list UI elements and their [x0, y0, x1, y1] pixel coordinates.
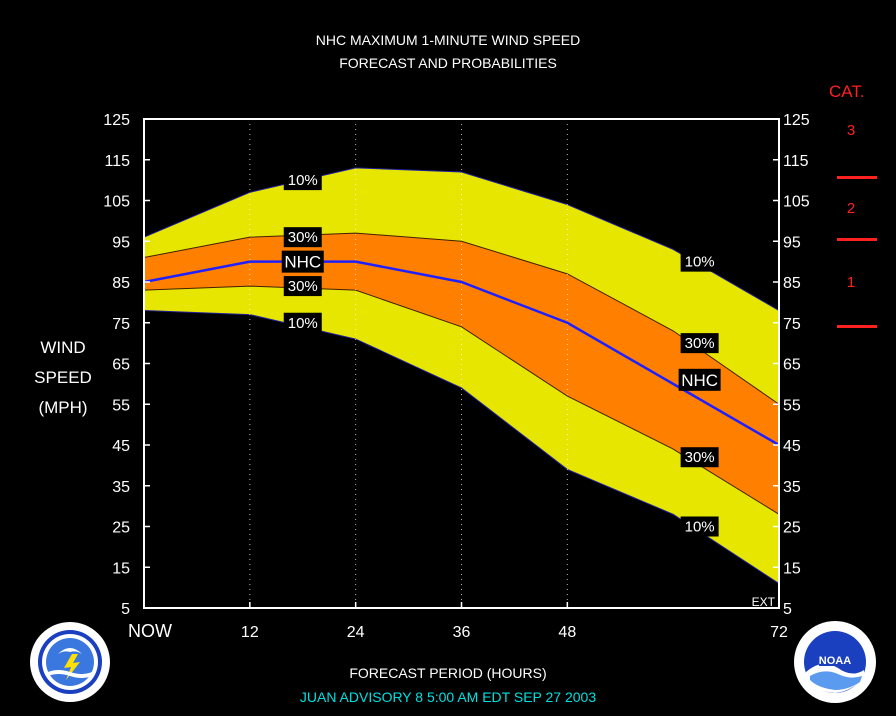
y-tick-label-left-125: 125: [103, 112, 130, 129]
y-tick-label-right-55: 55: [783, 397, 801, 414]
band-label-9: 10%: [685, 519, 715, 536]
y-tick-label-right-15: 15: [783, 560, 801, 577]
y-tick-label-right-25: 25: [783, 520, 801, 537]
category-threshold-line-1: [837, 325, 877, 328]
band-label-box-4: [283, 312, 322, 333]
band-label-5: 10%: [685, 254, 715, 271]
y-tick-label-right-65: 65: [783, 357, 801, 374]
band-label-box-6: [680, 333, 719, 354]
band-label-4: 10%: [288, 315, 318, 332]
y-tick-label-right-95: 95: [783, 234, 801, 251]
category-label-1: 1: [846, 274, 856, 291]
noaa-logo: NOAA: [794, 621, 876, 703]
x-tick-label-48: 48: [558, 624, 576, 641]
x-tick-label-now: NOW: [128, 621, 172, 641]
band-label-box-2: [281, 250, 324, 273]
nws-logo: [30, 622, 110, 702]
band-label-0: 10%: [288, 172, 318, 189]
band-label-2: NHC: [284, 253, 321, 272]
noaa-logo-text: NOAA: [819, 655, 851, 667]
y-axis-label-unit: (MPH): [38, 398, 88, 417]
y-tick-label-right-125: 125: [783, 112, 810, 129]
series-line-0: [143, 260, 780, 447]
x-tick-label-36: 36: [453, 624, 471, 641]
y-axis-label-speed: SPEED: [34, 368, 92, 387]
y-tick-label-left-75: 75: [112, 316, 130, 333]
band-label-8: 30%: [685, 449, 715, 466]
band-label-box-9: [680, 516, 719, 537]
y-tick-label-left-55: 55: [112, 397, 130, 414]
extension-label: EXT: [752, 595, 776, 609]
y-tick-label-right-115: 115: [783, 153, 809, 170]
band-label-7: NHC: [681, 371, 718, 390]
band-1: [144, 233, 779, 515]
y-axis-label-wind: WIND: [40, 338, 86, 357]
y-tick-label-right-35: 35: [783, 479, 801, 496]
advisory-line: JUAN ADVISORY 8 5:00 AM EDT SEP 27 2003: [299, 689, 597, 705]
category-title: CAT.: [829, 82, 865, 101]
y-ticks-right: 5 15 25 35 45 55 65 75 85 95 105 115 125: [773, 112, 810, 618]
y-tick-label-left-5: 5: [121, 601, 130, 618]
category-label-2: 2: [846, 200, 856, 217]
band-label-box-5: [680, 251, 719, 272]
y-tick-label-left-35: 35: [112, 479, 130, 496]
y-tick-label-left-115: 115: [104, 153, 130, 170]
x-tick-label-12: 12: [241, 624, 259, 641]
band-label-box-3: [283, 276, 322, 297]
band-label-box-1: [283, 227, 322, 248]
band-label-3: 30%: [288, 278, 318, 295]
x-ticks: NOW 12 24 36 48 72: [128, 602, 788, 641]
x-axis-label: FORECAST PERIOD (HOURS): [349, 665, 547, 681]
band-1-upper-edge: [143, 232, 780, 405]
y-tick-label-left-105: 105: [103, 194, 130, 211]
band-label-6: 30%: [685, 335, 715, 352]
y-tick-label-left-65: 65: [112, 357, 130, 374]
nhc-series: [143, 260, 780, 447]
y-tick-label-right-85: 85: [783, 275, 801, 292]
y-tick-label-right-105: 105: [783, 194, 810, 211]
band-label-box-0: [283, 170, 322, 191]
band-label-1: 30%: [288, 229, 318, 246]
y-tick-label-left-15: 15: [112, 560, 130, 577]
y-tick-label-right-5: 5: [783, 601, 792, 618]
y-tick-label-left-45: 45: [112, 438, 130, 455]
y-tick-label-right-75: 75: [783, 316, 801, 333]
y-tick-label-left-25: 25: [112, 520, 130, 537]
category-threshold-line-2: [837, 238, 877, 241]
band-label-box-8: [680, 447, 719, 468]
y-ticks-left: 5 15 25 35 45 55 65 75 85 95 105 115 125: [103, 112, 150, 618]
x-tick-label-72: 72: [770, 624, 788, 641]
category-threshold-line-3: [837, 176, 877, 179]
chart-title-line1: NHC MAXIMUM 1-MINUTE WIND SPEED: [315, 32, 581, 48]
y-tick-label-left-85: 85: [112, 275, 130, 292]
y-tick-label-right-45: 45: [783, 438, 801, 455]
band-label-box-7: [678, 368, 721, 391]
x-tick-label-24: 24: [347, 624, 365, 641]
category-label-3: 3: [846, 122, 856, 139]
band-0-upper-edge: [143, 167, 780, 311]
band-1-lower-edge: [143, 285, 780, 515]
band-labels: 10% 30% NHC 30% 10% 10% 30% NHC 30% 10%: [281, 170, 721, 537]
chart-title-line2: FORECAST AND PROBABILITIES: [339, 55, 557, 71]
y-tick-label-left-95: 95: [112, 234, 130, 251]
